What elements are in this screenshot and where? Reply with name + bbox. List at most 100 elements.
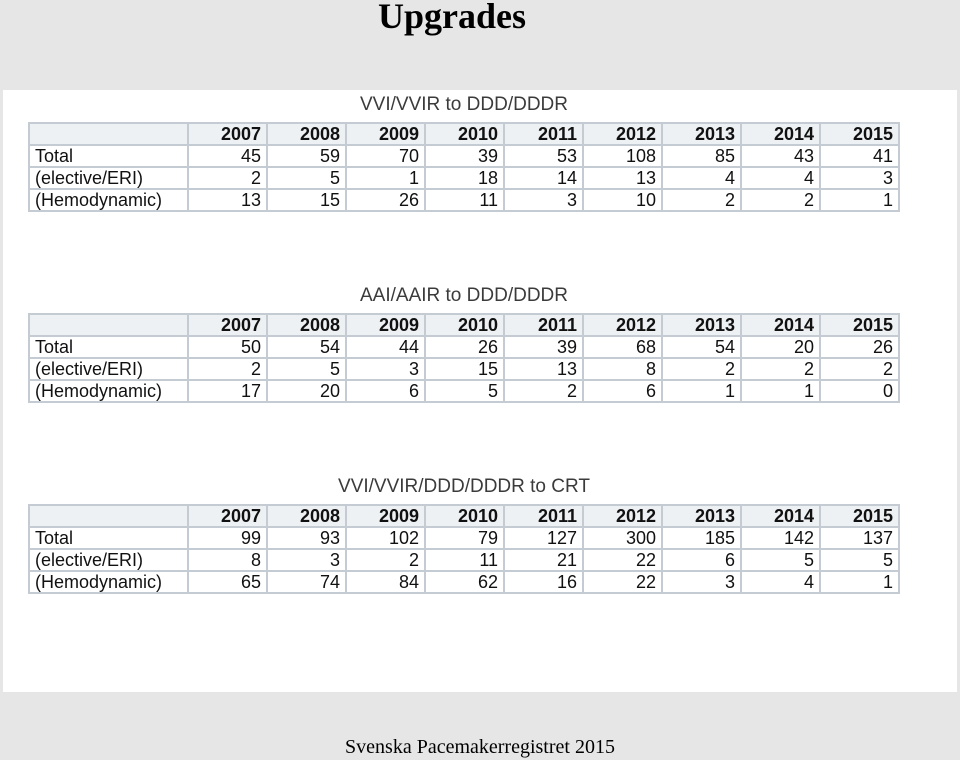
value-cell: 41 [819, 144, 900, 168]
value-cell: 1 [661, 379, 742, 403]
value-cell: 54 [661, 335, 742, 359]
value-cell: 43 [740, 144, 821, 168]
value-cell: 15 [266, 188, 347, 212]
year-header: 2010 [424, 313, 505, 337]
value-cell: 2 [503, 379, 584, 403]
footer-text: Svenska Pacemakerregistret 2015 [345, 736, 615, 758]
row-label: Total [28, 526, 189, 550]
year-header: 2015 [819, 504, 900, 528]
year-header: 2007 [187, 313, 268, 337]
year-header: 2008 [266, 122, 347, 146]
value-cell: 5 [266, 166, 347, 190]
slide-title: Upgrades [377, 0, 526, 36]
year-header: 2013 [661, 313, 742, 337]
value-cell: 4 [740, 570, 821, 594]
year-header: 2008 [266, 504, 347, 528]
value-cell: 93 [266, 526, 347, 550]
value-cell: 2 [187, 166, 268, 190]
value-cell: 59 [266, 144, 347, 168]
value-cell: 74 [266, 570, 347, 594]
table-title: VVI/VVIR/DDD/DDDR to CRT [338, 476, 590, 497]
value-cell: 2 [740, 188, 821, 212]
table-row: (Hemodynamic) 13 15 26 11 3 10 2 2 1 [28, 188, 900, 212]
year-header: 2010 [424, 122, 505, 146]
value-cell: 39 [424, 144, 505, 168]
upgrades-table: 2007 2008 2009 2010 2011 2012 2013 2014 2015 Tota… [28, 313, 900, 403]
header-row: 2007 2008 2009 2010 2011 2012 2013 2014 2015 [28, 122, 900, 146]
value-cell: 16 [503, 570, 584, 594]
table-row: (elective/ERI) 8 3 2 11 21 22 6 5 5 [28, 548, 900, 572]
value-cell: 62 [424, 570, 505, 594]
value-cell: 26 [819, 335, 900, 359]
header-corner-cell [28, 504, 189, 528]
value-cell: 0 [819, 379, 900, 403]
header-corner-cell [28, 313, 189, 337]
year-header: 2012 [582, 313, 663, 337]
table-section-to-crt: VVI/VVIR/DDD/DDDR to CRT 2007 2008 2009 2010… [28, 476, 900, 594]
value-cell: 3 [266, 548, 347, 572]
value-cell: 6 [345, 379, 426, 403]
value-cell: 99 [187, 526, 268, 550]
value-cell: 11 [424, 188, 505, 212]
value-cell: 13 [503, 357, 584, 381]
value-cell: 2 [661, 357, 742, 381]
upgrades-table: 2007 2008 2009 2010 2011 2012 2013 2014 2015 Tota… [28, 504, 900, 594]
value-cell: 5 [266, 357, 347, 381]
value-cell: 108 [582, 144, 663, 168]
table-row: Total 45 59 70 39 53 108 85 43 41 [28, 144, 900, 168]
year-header: 2015 [819, 313, 900, 337]
table-row: Total 50 54 44 26 39 68 54 20 26 [28, 335, 900, 359]
value-cell: 20 [266, 379, 347, 403]
table-row: Total 99 93 102 79 127 300 185 142 137 [28, 526, 900, 550]
value-cell: 22 [582, 570, 663, 594]
value-cell: 2 [345, 548, 426, 572]
value-cell: 3 [345, 357, 426, 381]
year-header: 2009 [345, 122, 426, 146]
header-corner-cell [28, 122, 189, 146]
value-cell: 4 [740, 166, 821, 190]
value-cell: 3 [503, 188, 584, 212]
value-cell: 50 [187, 335, 268, 359]
value-cell: 4 [661, 166, 742, 190]
table-title: AAI/AAIR to DDD/DDDR [360, 285, 568, 306]
year-header: 2009 [345, 504, 426, 528]
table-section-aai-to-ddd: AAI/AAIR to DDD/DDDR 2007 2008 2009 2010 2011… [28, 285, 900, 403]
year-header: 2015 [819, 122, 900, 146]
table-row: (Hemodynamic) 65 74 84 62 16 22 3 4 1 [28, 570, 900, 594]
row-label: (elective/ERI) [28, 166, 189, 190]
value-cell: 10 [582, 188, 663, 212]
value-cell: 22 [582, 548, 663, 572]
value-cell: 18 [424, 166, 505, 190]
table-title: VVI/VVIR to DDD/DDDR [360, 94, 568, 115]
value-cell: 17 [187, 379, 268, 403]
value-cell: 13 [582, 166, 663, 190]
value-cell: 39 [503, 335, 584, 359]
year-header: 2014 [740, 313, 821, 337]
year-header: 2013 [661, 504, 742, 528]
table-row: (elective/ERI) 2 5 3 15 13 8 2 2 2 [28, 357, 900, 381]
value-cell: 1 [345, 166, 426, 190]
value-cell: 6 [582, 379, 663, 403]
year-header: 2012 [582, 504, 663, 528]
value-cell: 127 [503, 526, 584, 550]
year-header: 2011 [503, 122, 584, 146]
value-cell: 102 [345, 526, 426, 550]
row-label: Total [28, 144, 189, 168]
value-cell: 53 [503, 144, 584, 168]
year-header: 2014 [740, 122, 821, 146]
row-label: (Hemodynamic) [28, 570, 189, 594]
row-label: (Hemodynamic) [28, 188, 189, 212]
value-cell: 142 [740, 526, 821, 550]
table-row: (Hemodynamic) 17 20 6 5 2 6 1 1 0 [28, 379, 900, 403]
value-cell: 26 [424, 335, 505, 359]
year-header: 2007 [187, 504, 268, 528]
value-cell: 5 [819, 548, 900, 572]
value-cell: 20 [740, 335, 821, 359]
value-cell: 300 [582, 526, 663, 550]
value-cell: 1 [740, 379, 821, 403]
value-cell: 70 [345, 144, 426, 168]
value-cell: 68 [582, 335, 663, 359]
value-cell: 15 [424, 357, 505, 381]
value-cell: 3 [661, 570, 742, 594]
value-cell: 2 [187, 357, 268, 381]
